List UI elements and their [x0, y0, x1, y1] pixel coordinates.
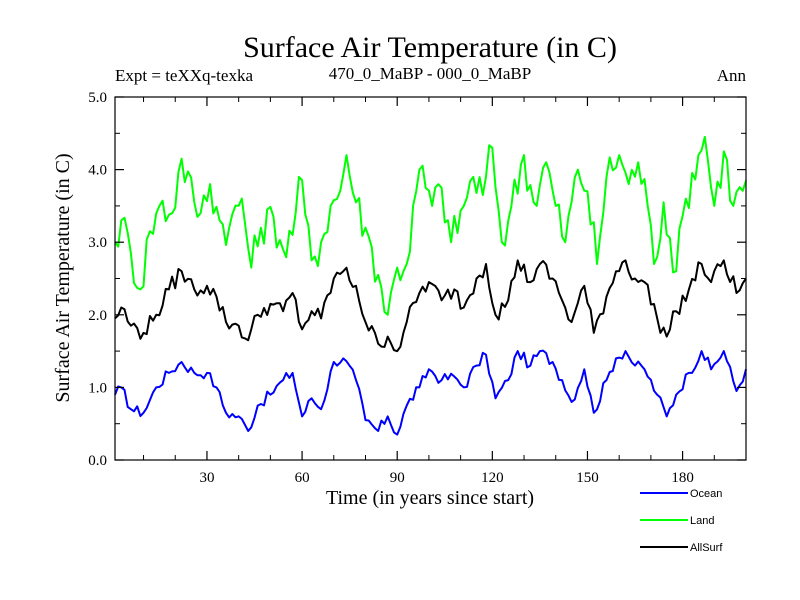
y-tick-label: 5.0 — [88, 90, 107, 106]
chart-subtitle-left: Expt = teXXq-texka — [115, 66, 253, 85]
x-tick-label: 90 — [390, 470, 405, 486]
chart-title: Surface Air Temperature (in C) — [243, 31, 617, 64]
plot-frame — [114, 96, 747, 461]
series-layer — [114, 135, 747, 436]
y-tick-label: 1.0 — [88, 380, 107, 396]
ticks-layer: 30 60 90 120 150 180 0.0 1.0 2.0 3.0 4.0 5.0 — [88, 90, 747, 486]
x-axis-label: Time (in years since start) — [326, 487, 534, 509]
legend-label-allsurf: AllSurf — [690, 542, 723, 554]
x-tick-label: 180 — [671, 470, 694, 486]
y-tick-label: 0.0 — [88, 453, 107, 469]
y-tick-label: 3.0 — [88, 235, 107, 251]
y-tick-label: 4.0 — [88, 163, 107, 179]
series-line-allsurf — [114, 259, 747, 353]
x-tick-label: 120 — [481, 470, 504, 486]
series-line-land — [114, 135, 747, 316]
legend-label-ocean: Ocean — [690, 488, 722, 500]
legend: Ocean Land AllSurf — [640, 488, 723, 554]
x-tick-label: 30 — [199, 470, 214, 486]
y-axis-label: Surface Air Temperature (in C) — [52, 153, 74, 402]
y-tick-label: 2.0 — [88, 308, 107, 324]
chart-subtitle-center: 470_0_MaBP - 000_0_MaBP — [329, 64, 531, 83]
x-tick-label: 60 — [295, 470, 310, 486]
x-tick-label: 150 — [576, 470, 599, 486]
series-line-ocean — [114, 349, 747, 436]
chart-subtitle-right: Ann — [717, 66, 747, 85]
legend-label-land: Land — [690, 515, 714, 527]
